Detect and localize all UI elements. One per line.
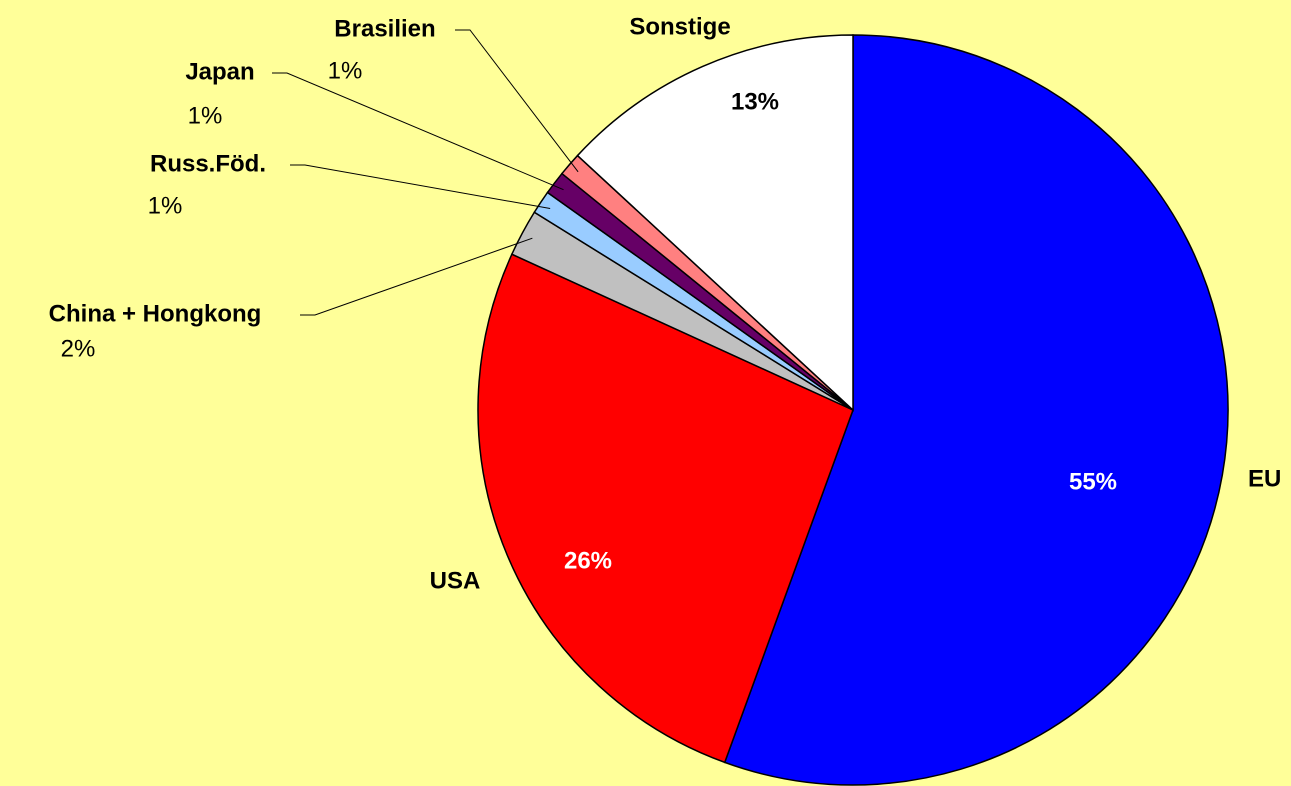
pie-slice <box>576 34 854 412</box>
value-label: 13% <box>731 88 779 115</box>
slice-label: Sonstige <box>629 13 730 40</box>
slice-label: Brasilien <box>334 15 435 42</box>
slice-label: USA <box>430 567 481 594</box>
value-label: 26% <box>564 547 612 574</box>
leader-line <box>272 72 564 191</box>
slice-label: Japan <box>185 58 254 85</box>
pie-slice <box>723 34 1229 786</box>
value-label: 55% <box>1069 468 1117 495</box>
leader-line <box>300 237 533 316</box>
slice-label: Russ.Föd. <box>150 150 266 177</box>
slice-label: EU <box>1248 465 1281 492</box>
value-label: 1% <box>148 192 183 219</box>
leader-line <box>290 164 551 210</box>
value-label: 2% <box>61 335 96 362</box>
value-label: 1% <box>188 102 223 129</box>
value-label: 1% <box>328 57 363 84</box>
pie-slice <box>477 253 854 764</box>
leader-line <box>455 29 579 173</box>
slice-label: China + Hongkong <box>49 300 262 327</box>
